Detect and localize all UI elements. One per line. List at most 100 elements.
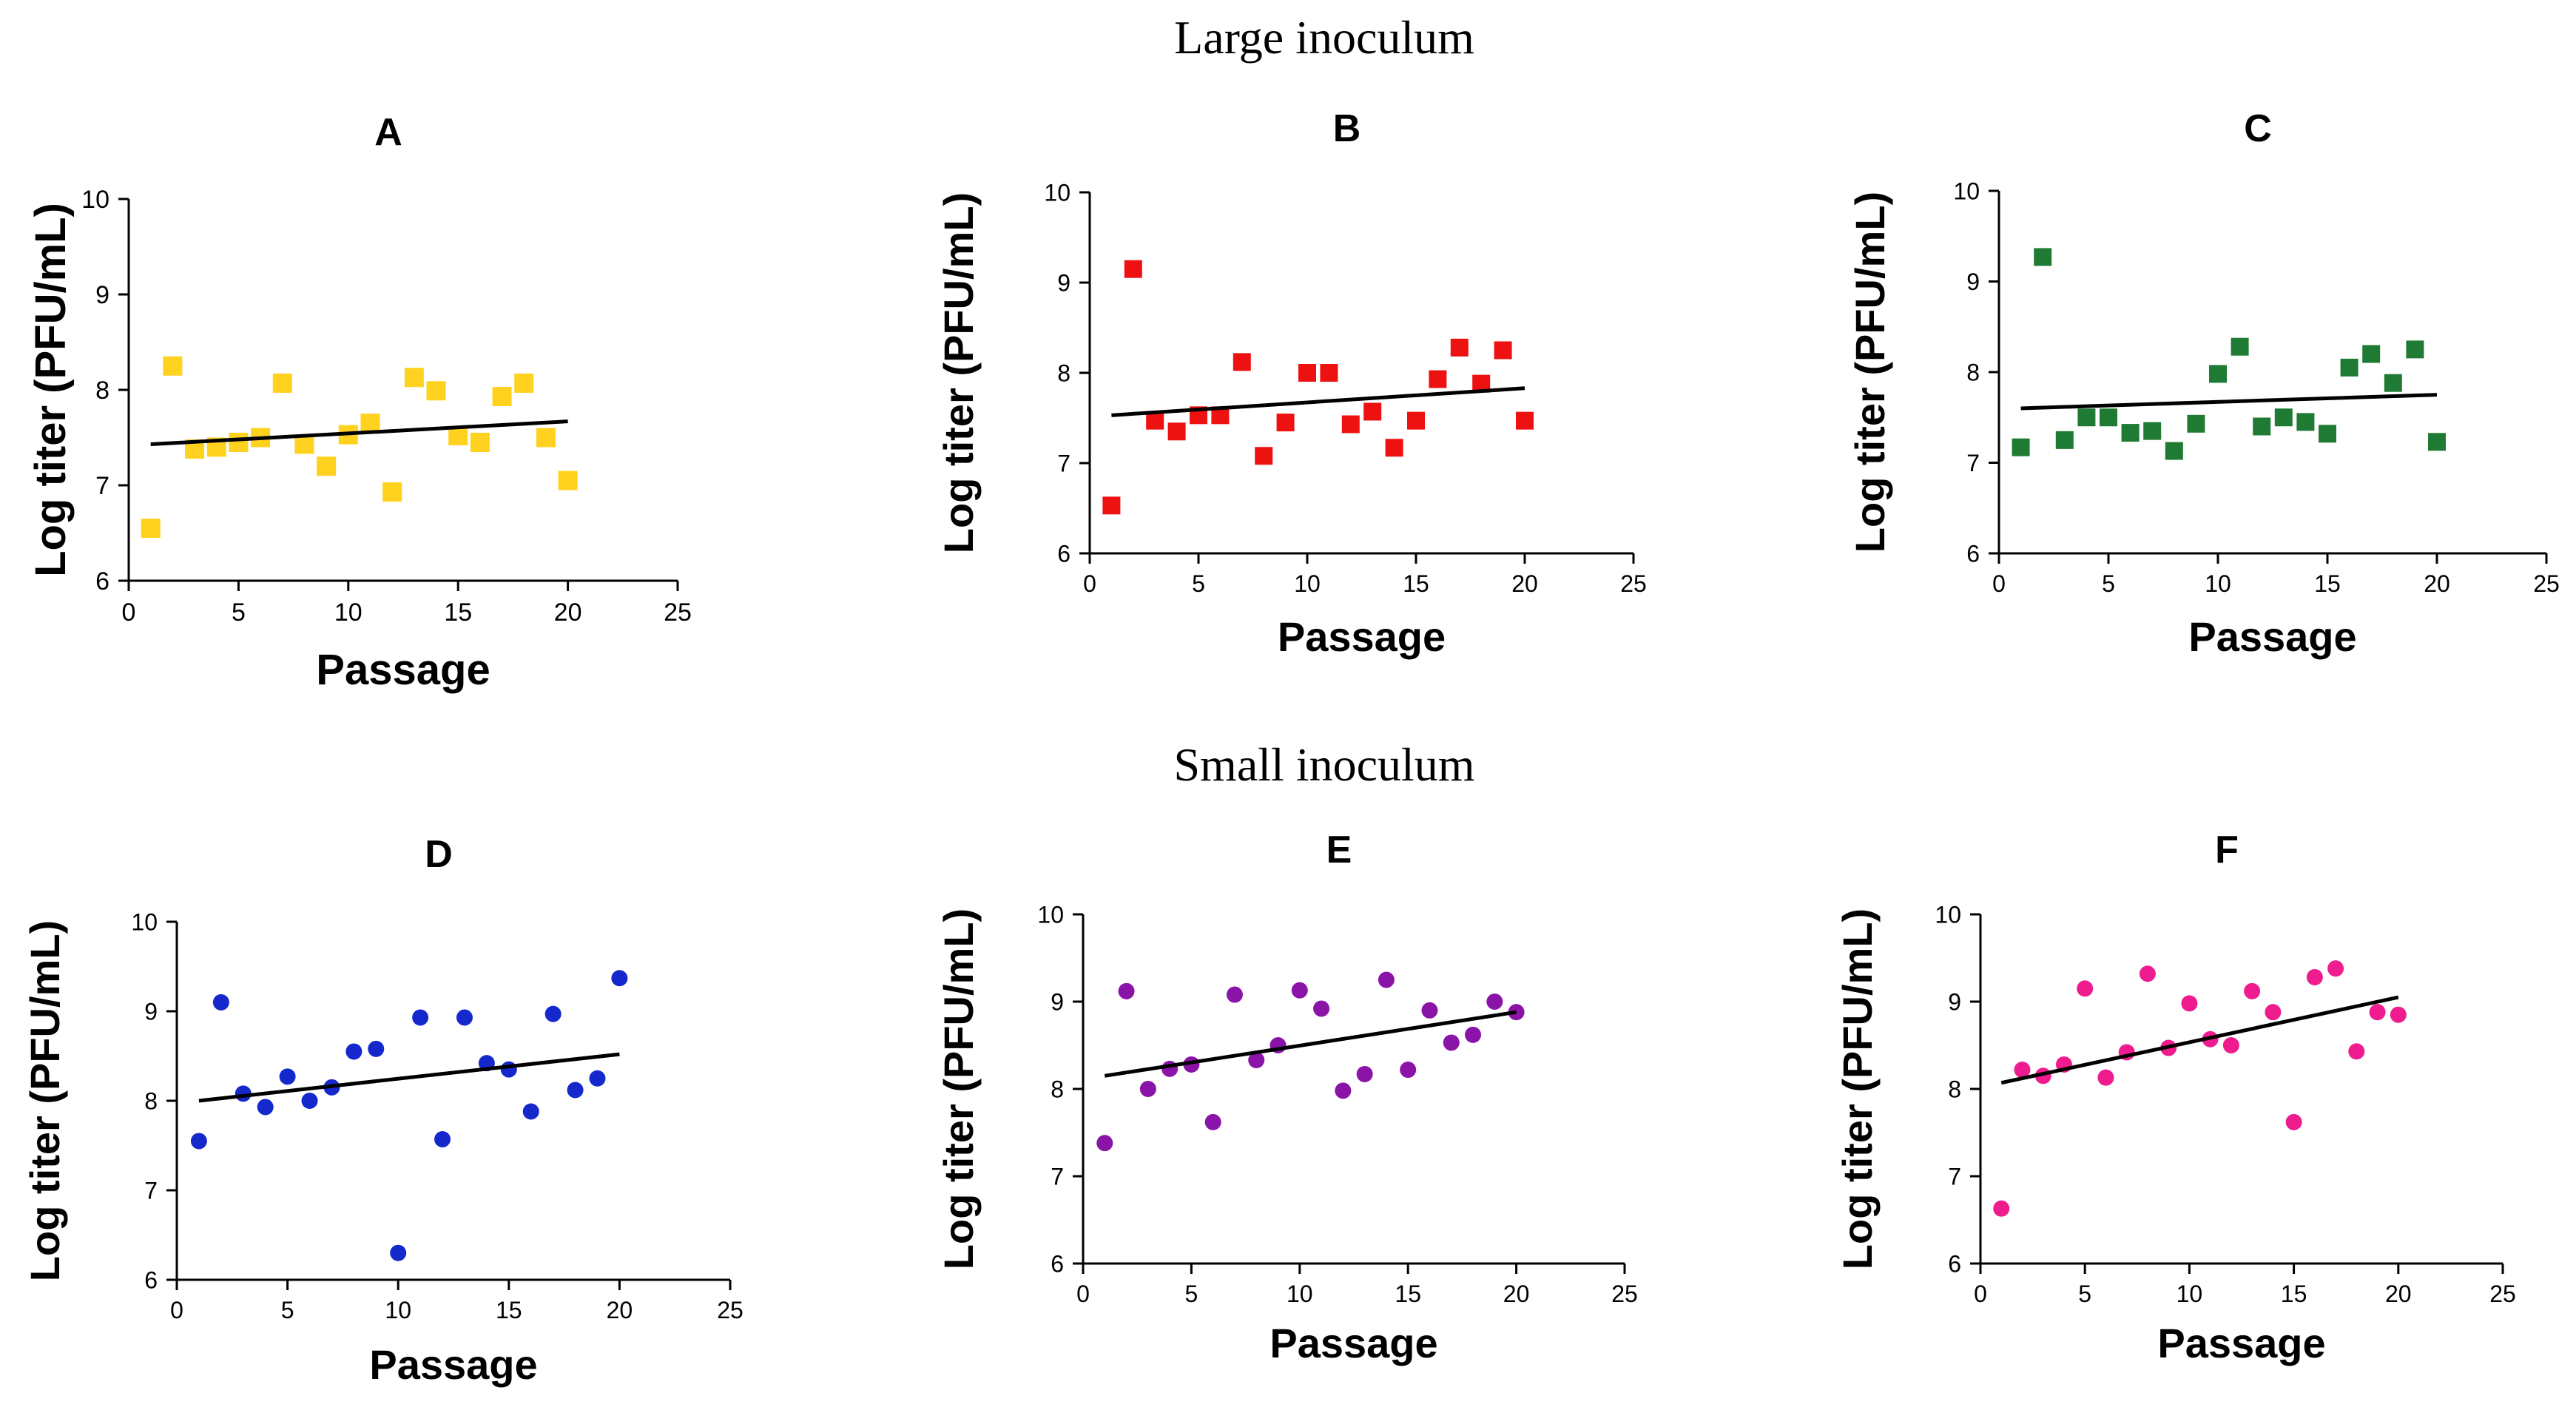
- panel-a-ytick-label: 8: [95, 377, 109, 405]
- panel-b-xtick-label: 0: [1083, 570, 1096, 597]
- panel-f-xtick-label: 15: [2281, 1281, 2307, 1307]
- panel-e-point: [1204, 1113, 1221, 1130]
- panel-f-point: [2390, 1006, 2407, 1023]
- panel-c-xtick-label: 5: [2102, 570, 2115, 597]
- panel-f-point: [2139, 965, 2156, 982]
- panel-e: E 6 7 8 9 10 0 5 10 15 20 25 Passage Log titer (PFU/m…: [935, 829, 1638, 1366]
- panel-c-point: [2274, 408, 2293, 427]
- panel-f-point: [2285, 1113, 2302, 1130]
- panel-e-ytick-label: 10: [1037, 902, 1064, 928]
- panel-a-point: [426, 381, 446, 401]
- panel-f-trendline: [2000, 995, 2399, 1085]
- panel-b-point: [1298, 364, 1316, 382]
- panel-b-xtick-label: 25: [1620, 570, 1647, 597]
- panel-a-xtick-label: 10: [334, 598, 363, 627]
- panel-d-trendline: [198, 1052, 620, 1103]
- panel-a-ytick-label: 7: [95, 472, 109, 500]
- panel-d-point: [301, 1093, 318, 1109]
- panel-c-title: C: [2244, 107, 2272, 150]
- panel-c-ytick-label: 10: [1953, 178, 1980, 205]
- panels: A 6 7 8 9 10 0 5 10 15 20 25 Passage Log titer (PFU/m…: [21, 107, 2560, 1388]
- panel-d-title: D: [425, 833, 453, 876]
- panel-e-point: [1356, 1065, 1373, 1082]
- panel-c-ytick-label: 8: [1966, 360, 1980, 386]
- panel-d-xlabel: Passage: [369, 1341, 537, 1388]
- panel-b-point: [1494, 341, 1512, 360]
- panel-e-xlabel: Passage: [1270, 1320, 1437, 1366]
- panel-d-point: [522, 1103, 539, 1120]
- panel-a-trendline: [150, 419, 568, 447]
- panel-e-point: [1226, 986, 1243, 1003]
- panel-e-title: E: [1326, 829, 1352, 871]
- panel-b-xtick-label: 10: [1294, 570, 1321, 597]
- panel-d-xtick-label: 10: [385, 1297, 411, 1323]
- panel-f-ylabel: Log titer (PFU/mL): [1834, 908, 1881, 1269]
- panel-a-xtick-label: 0: [122, 598, 136, 627]
- panel-b-point: [1167, 422, 1186, 441]
- panel-a: A 6 7 8 9 10 0 5 10 15 20 25 Passage Log titer (PFU/m…: [27, 111, 692, 694]
- panel-f-point: [2327, 960, 2344, 977]
- panel-c-point: [2319, 425, 2336, 443]
- panel-e-ylabel: Log titer (PFU/mL): [935, 908, 982, 1269]
- panel-b-point: [1320, 364, 1338, 382]
- panel-b-point: [1146, 411, 1164, 430]
- panel-b-xtick-label: 15: [1403, 570, 1429, 597]
- panel-b-point: [1450, 338, 1469, 357]
- panel-b-point: [1255, 447, 1273, 465]
- panel-a-title: A: [374, 111, 402, 154]
- panel-d-point: [456, 1009, 473, 1026]
- panel-b-ytick-label: 8: [1057, 360, 1070, 387]
- panel-d-point: [257, 1099, 274, 1116]
- panel-d-ytick-label: 7: [144, 1178, 158, 1204]
- panel-f-point: [1993, 1200, 2010, 1217]
- panel-d-ytick-label: 10: [131, 909, 158, 936]
- panel-f-ytick-label: 8: [1948, 1076, 1961, 1103]
- panel-e-point: [1378, 971, 1395, 988]
- panel-c-point: [2187, 414, 2205, 433]
- panel-e-point: [1465, 1026, 1482, 1043]
- panel-c-ytick-label: 6: [1966, 541, 1980, 567]
- panel-d-xtick-label: 5: [281, 1297, 294, 1323]
- panel-c-ylabel: Log titer (PFU/mL): [1847, 192, 1893, 553]
- panel-f-point: [2014, 1062, 2031, 1079]
- panel-b-ytick-label: 6: [1057, 541, 1070, 567]
- panel-c-ytick-label: 7: [1966, 450, 1980, 476]
- panel-b-xlabel: Passage: [1278, 613, 1446, 660]
- panel-f-xlabel: Passage: [2157, 1320, 2325, 1366]
- panel-e-point: [1313, 1000, 1330, 1017]
- panel-f-xtick-label: 25: [2489, 1281, 2516, 1307]
- panel-d-ylabel: Log titer (PFU/mL): [21, 920, 68, 1281]
- panel-f-point: [2348, 1043, 2365, 1060]
- panel-e-ytick-label: 9: [1051, 989, 1064, 1016]
- panel-a-xlabel: Passage: [316, 646, 490, 694]
- panel-d-xtick-label: 15: [496, 1297, 522, 1323]
- panel-a-point: [317, 456, 337, 476]
- panel-c-xtick-label: 0: [1992, 570, 2006, 597]
- panel-a-point: [492, 387, 512, 407]
- panel-a-point: [229, 432, 249, 452]
- panel-c-point: [2143, 422, 2162, 440]
- panel-e-ytick-label: 7: [1051, 1164, 1064, 1190]
- panel-c-point: [2384, 374, 2402, 392]
- panel-a-ytick-label: 9: [95, 281, 109, 309]
- panel-a-ytick-label: 6: [95, 567, 109, 596]
- panel-c-point: [2165, 442, 2183, 460]
- panel-b-title: B: [1333, 107, 1361, 150]
- panel-d-point: [412, 1009, 429, 1026]
- panel-c-point: [2209, 365, 2227, 383]
- panel-f-point: [2369, 1004, 2386, 1021]
- panel-d-point: [500, 1061, 517, 1078]
- panel-c-xtick-label: 25: [2533, 570, 2560, 597]
- panel-b-point: [1341, 415, 1360, 434]
- panel-f-ytick-label: 9: [1948, 989, 1961, 1016]
- panel-c: C 6 7 8 9 10 0 5 10 15 20 25 Passage Log titer (PFU/m…: [1847, 107, 2560, 660]
- panel-e-point: [1248, 1052, 1265, 1069]
- panel-a-xtick-label: 5: [232, 598, 246, 627]
- panel-b-xtick-label: 20: [1511, 570, 1538, 597]
- panel-c-point: [2362, 345, 2381, 363]
- panel-a-point: [382, 482, 402, 502]
- panel-d-ytick-label: 9: [144, 999, 158, 1025]
- panel-c-point: [2340, 358, 2358, 377]
- panel-b-ylabel: Log titer (PFU/mL): [935, 192, 982, 553]
- panel-d-ytick-label: 8: [144, 1088, 158, 1115]
